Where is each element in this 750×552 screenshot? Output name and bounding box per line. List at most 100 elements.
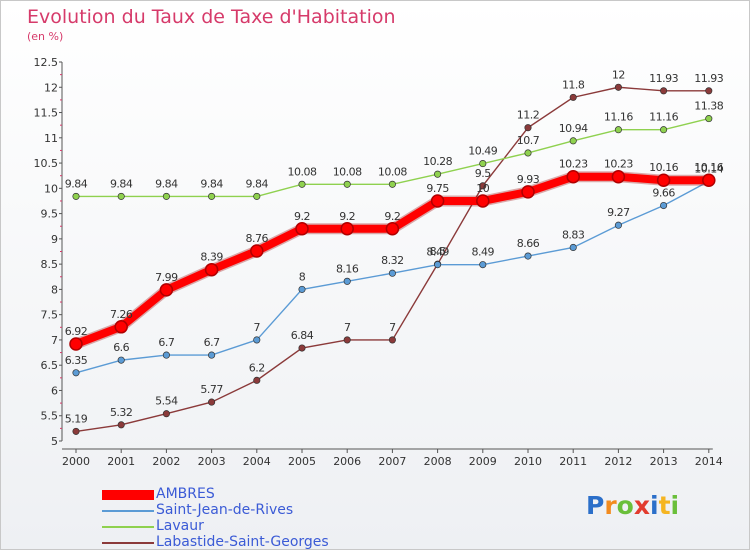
legend-label: Saint-Jean-de-Rives (156, 502, 294, 518)
y-tick-label: 5 (51, 435, 58, 448)
data-label-lavaur: 10.08 (378, 165, 407, 178)
data-label-saint-jean-de-rives: 8.83 (562, 228, 585, 241)
data-point-lavaur (569, 137, 577, 145)
data-label-lavaur: 9.84 (110, 177, 133, 190)
data-label-labastide-saint-georges: 11.93 (694, 72, 723, 85)
data-point-saint-jean-de-rives (614, 221, 622, 229)
x-tick-label: 2007 (378, 455, 406, 468)
data-label-labastide-saint-georges: 5.32 (110, 406, 133, 419)
data-label-labastide-saint-georges: 11.2 (517, 109, 540, 122)
data-point-ambres (295, 222, 309, 236)
legend-label: Labastide-Saint-Georges (156, 534, 329, 550)
data-point-labastide-saint-georges (569, 93, 577, 101)
data-point-saint-jean-de-rives (569, 243, 577, 252)
data-point-labastide-saint-georges (479, 182, 487, 190)
data-point-saint-jean-de-rives (253, 336, 261, 344)
data-label-saint-jean-de-rives: 6.7 (158, 336, 174, 349)
data-label-labastide-saint-georges: 5.77 (200, 383, 223, 396)
data-label-saint-jean-de-rives: 6.7 (204, 336, 220, 349)
y-tick-label: 8 (51, 283, 58, 296)
chart-title: Evolution du Taux de Taxe d'Habitation (27, 6, 396, 28)
x-tick-label: 2000 (62, 455, 90, 468)
data-label-lavaur: 10.08 (333, 165, 362, 178)
data-label-lavaur: 11.38 (694, 100, 723, 113)
y-tick-label: 10.5 (34, 157, 59, 170)
data-point-labastide-saint-georges (72, 427, 80, 435)
data-point-lavaur (434, 170, 442, 178)
data-point-saint-jean-de-rives (388, 269, 396, 277)
data-label-ambres: 9.2 (294, 210, 310, 223)
data-point-lavaur (524, 149, 532, 157)
data-label-ambres: 9.2 (339, 210, 355, 223)
data-label-labastide-saint-georges: 12 (612, 68, 625, 81)
data-point-lavaur (72, 192, 80, 200)
data-label-labastide-saint-georges: 7 (344, 321, 351, 334)
data-point-lavaur (117, 192, 125, 200)
data-point-ambres (204, 262, 219, 277)
data-label-saint-jean-de-rives: 8.32 (381, 254, 404, 267)
data-point-lavaur (388, 180, 396, 188)
data-label-lavaur: 9.84 (65, 177, 88, 190)
data-point-ambres (69, 337, 83, 351)
y-tick-label: 8.5 (41, 258, 59, 271)
data-point-lavaur (479, 160, 487, 168)
data-label-ambres: 7.26 (110, 308, 133, 321)
y-tick-label: 11.5 (34, 107, 59, 120)
x-tick-label: 2014 (695, 455, 723, 468)
y-tick-label: 5.5 (41, 410, 59, 423)
data-label-lavaur: 10.49 (468, 145, 497, 158)
legend-label: AMBRES (156, 486, 215, 502)
data-label-lavaur: 9.84 (200, 177, 223, 190)
data-point-labastide-saint-georges (253, 376, 261, 384)
y-tick-label: 11 (44, 132, 58, 145)
data-label-ambres: 9.2 (384, 210, 400, 223)
data-point-ambres (340, 222, 354, 236)
data-label-ambres: 7.99 (155, 271, 178, 284)
data-label-ambres: 8.39 (200, 251, 223, 264)
data-point-lavaur (298, 180, 306, 188)
data-point-lavaur (614, 126, 622, 134)
data-point-labastide-saint-georges (524, 124, 532, 132)
data-point-ambres (611, 169, 626, 184)
data-point-labastide-saint-georges (388, 336, 396, 344)
data-label-lavaur: 11.16 (604, 111, 633, 124)
data-label-saint-jean-de-rives: 10.14 (694, 162, 723, 175)
data-label-labastide-saint-georges: 9.5 (475, 167, 491, 180)
data-label-labastide-saint-georges: 8.5 (430, 245, 446, 258)
data-point-ambres (566, 169, 580, 184)
data-label-ambres: 9.93 (517, 173, 540, 186)
data-label-saint-jean-de-rives: 8 (299, 270, 306, 283)
x-tick-label: 2008 (424, 455, 452, 468)
y-tick-label: 9 (51, 233, 58, 246)
data-point-ambres (114, 320, 128, 334)
data-label-saint-jean-de-rives: 8.16 (336, 262, 359, 275)
y-tick-label: 7 (51, 334, 58, 347)
data-label-saint-jean-de-rives: 8.49 (426, 246, 449, 259)
data-label-labastide-saint-georges: 5.54 (155, 395, 178, 408)
data-point-lavaur (660, 126, 668, 134)
data-point-lavaur (208, 192, 216, 200)
data-point-saint-jean-de-rives (162, 351, 170, 359)
data-point-saint-jean-de-rives (660, 201, 668, 210)
data-point-labastide-saint-georges (343, 336, 351, 344)
data-label-ambres: 8.76 (246, 232, 269, 245)
y-tick-label: 7.5 (41, 309, 59, 322)
data-label-saint-jean-de-rives: 6.6 (113, 341, 129, 354)
data-label-saint-jean-de-rives: 8.66 (517, 237, 540, 250)
data-label-lavaur: 10.94 (559, 122, 588, 135)
data-label-lavaur: 10.08 (288, 165, 317, 178)
legend-swatch (102, 490, 154, 500)
proxiti-logo: Proxiti (586, 491, 680, 520)
data-point-labastide-saint-georges (298, 344, 306, 352)
y-tick-label: 12.5 (34, 56, 59, 69)
y-tick-label: 10 (44, 182, 58, 195)
data-point-labastide-saint-georges (162, 410, 170, 418)
legend-label: Lavaur (156, 518, 204, 534)
x-tick-label: 2005 (288, 455, 316, 468)
x-tick-label: 2006 (333, 455, 361, 468)
y-tick-label: 9.5 (41, 208, 59, 221)
data-label-labastide-saint-georges: 11.8 (562, 78, 585, 91)
data-point-saint-jean-de-rives (343, 277, 351, 285)
data-label-lavaur: 9.84 (155, 177, 178, 190)
